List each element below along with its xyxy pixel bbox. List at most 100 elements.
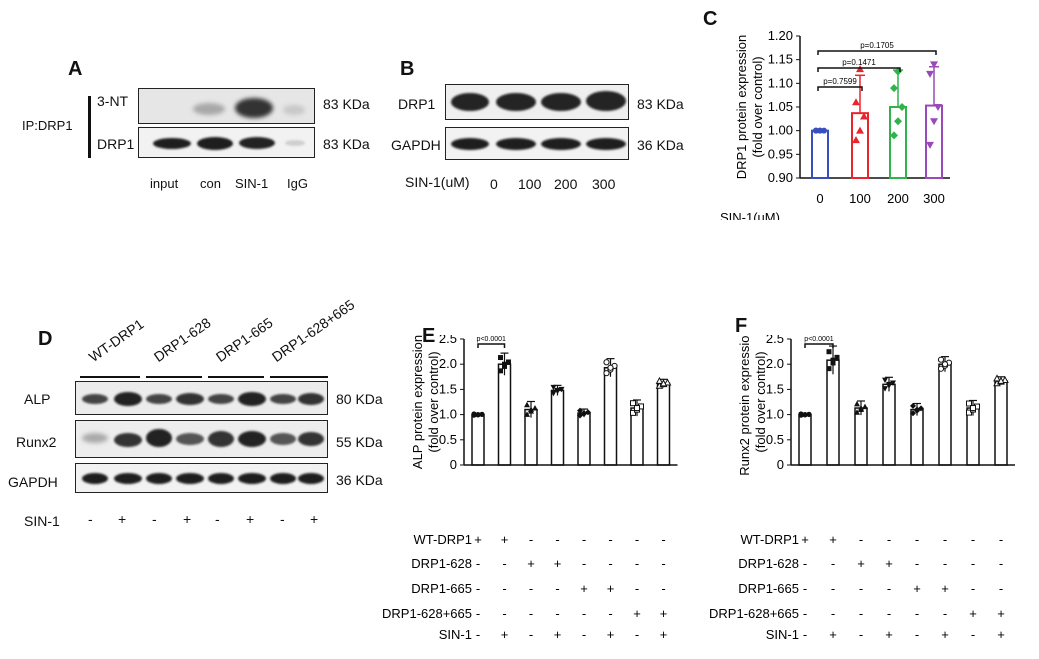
y-axis-label: (fold over control) [426, 351, 441, 452]
condition-sign: - [859, 532, 863, 547]
group-drp1-665: DRP1-665 [212, 314, 276, 365]
bar [811, 129, 829, 179]
significance-bracket [817, 50, 937, 55]
condition-sign: + [660, 627, 668, 642]
y-tick-label: 0.95 [768, 146, 793, 161]
condition-sign: + [885, 627, 893, 642]
blot-gapdh-b [445, 127, 629, 160]
data-point [886, 381, 892, 388]
condition-sign: + [554, 556, 562, 571]
significance-bracket [817, 86, 863, 91]
data-point [659, 379, 668, 387]
bar [471, 413, 485, 466]
data-point [528, 406, 534, 413]
condition-sign: - [608, 606, 612, 621]
lane-con: con [200, 176, 221, 191]
data-point [894, 117, 902, 126]
group-wt-drp1: WT-DRP1 [85, 315, 147, 365]
condition-sign: - [661, 581, 665, 596]
y-tick-label: 2.0 [439, 356, 457, 371]
dose-100: 100 [518, 176, 542, 192]
condition-sign: - [608, 556, 612, 571]
data-point [941, 361, 949, 368]
x-tick-label: 0 [816, 191, 823, 206]
data-point [524, 411, 530, 417]
bar [882, 383, 896, 466]
panel-label-b: B [400, 58, 415, 80]
condition-sign: + [554, 627, 562, 642]
condition-sign: - [971, 627, 975, 642]
condition-sign: + [801, 532, 809, 547]
condition-sign: - [476, 556, 480, 571]
blot-3nt [138, 88, 315, 124]
condition-sign: - [555, 532, 559, 547]
chart-f: 0 0.5 1.0 1.5 2.0 2.5 Runx2 protein expression… [709, 335, 1015, 642]
data-point [966, 400, 972, 407]
sin1-label-d: SIN-1 [24, 513, 60, 529]
condition-sign: - [887, 606, 891, 621]
row-label-3nt: 3-NT [97, 93, 129, 109]
y-tick-label: 2.5 [766, 335, 784, 346]
data-point [934, 104, 942, 111]
condition-label: SIN-1 [766, 627, 799, 642]
condition-sign: - [661, 532, 665, 547]
row-label-gapdh-b: GAPDH [391, 137, 441, 153]
bar [656, 382, 671, 466]
data-point [585, 409, 591, 416]
panel-label-c: C [703, 8, 718, 30]
bar [798, 413, 812, 466]
condition-sign: + [913, 581, 921, 596]
data-point [882, 386, 888, 392]
x-tick-label: 300 [923, 191, 945, 206]
condition-sign: + [607, 627, 615, 642]
condition-sign: - [915, 532, 919, 547]
condition-sign: - [831, 606, 835, 621]
condition-sign: - [943, 606, 947, 621]
data-point [926, 70, 934, 78]
chart-c: 0.90 0.95 1.00 1.05 1.10 1.15 1.20 0 100 200 300 SI… [720, 28, 950, 220]
data-point [479, 411, 485, 417]
condition-sign: - [971, 581, 975, 596]
lane-input: input [150, 176, 179, 191]
data-point [830, 357, 836, 363]
data-point [577, 407, 583, 414]
y-tick-label: 1.15 [768, 52, 793, 67]
data-point [655, 376, 664, 384]
kda-gapdh-d: 36 KDa [336, 472, 383, 488]
bar [851, 112, 869, 179]
y-tick-label: 2.5 [439, 335, 457, 346]
group-line-1 [80, 376, 140, 378]
group-drp1-628-665: DRP1-628+665 [268, 296, 358, 365]
group-line-2 [146, 376, 202, 378]
data-point [997, 376, 1005, 384]
p-value-label: p=0.7599 [823, 77, 857, 86]
ip-bracket [88, 96, 91, 158]
data-point [603, 359, 610, 366]
condition-sign: - [831, 556, 835, 571]
condition-sign: - [635, 556, 639, 571]
data-point [630, 400, 636, 407]
dose-200: 200 [554, 176, 578, 192]
condition-sign: - [915, 556, 919, 571]
condition-sign: - [502, 606, 506, 621]
condition-sign: + [997, 627, 1005, 642]
condition-sign: - [502, 556, 506, 571]
data-point [603, 370, 610, 377]
data-point [830, 360, 836, 366]
condition-label: DRP1-665 [411, 581, 472, 596]
data-point [826, 349, 832, 355]
data-point [910, 410, 916, 417]
data-point [607, 364, 614, 371]
bar [630, 407, 644, 466]
blot-drp1-b [445, 84, 629, 120]
condition-sign: - [582, 556, 586, 571]
kda-drp1-b: 83 KDa [637, 96, 684, 112]
y-tick-label: 0 [777, 457, 784, 472]
data-point [532, 404, 538, 411]
sin1-sign-d: + [183, 511, 192, 527]
data-point [937, 365, 945, 372]
data-point [554, 387, 561, 394]
data-point [898, 103, 906, 111]
condition-sign: - [635, 627, 639, 642]
condition-sign: - [859, 627, 863, 642]
